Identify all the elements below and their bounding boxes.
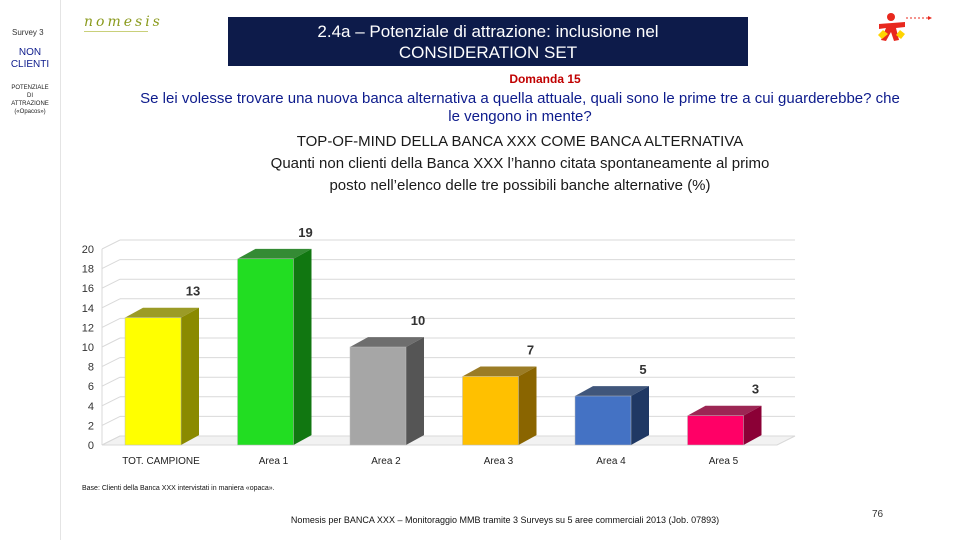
data-label: 3 xyxy=(752,382,759,397)
bar-side xyxy=(743,405,762,445)
x-tick-label: TOT. CAMPIONE xyxy=(122,456,200,467)
mascot-icon xyxy=(878,13,932,41)
bar-chart: 0 2 4 6 8 10 12 14 16 18 20 13 TOT. CAMPIONE 19 Area 1… xyxy=(82,225,796,467)
slide-title-line-1: 2.4a – Potenziale di attrazione: inclusi… xyxy=(317,22,659,41)
gridline-depth xyxy=(101,317,121,328)
logo-underline xyxy=(84,31,148,32)
bar-top xyxy=(237,248,312,259)
y-tick-label: 2 xyxy=(88,420,94,432)
base-note: Base: Clienti della Banca XXX intervista… xyxy=(82,485,275,492)
gridline-depth xyxy=(101,357,121,368)
bar-side xyxy=(406,337,424,445)
y-tick-label: 4 xyxy=(88,401,94,413)
data-label: 5 xyxy=(639,362,646,377)
bar xyxy=(124,317,182,446)
nomesis-logo: nomesis xyxy=(84,14,163,30)
y-tick-label: 18 xyxy=(82,264,94,276)
y-tick-label: 10 xyxy=(82,342,94,354)
y-tick-label: 14 xyxy=(82,303,94,315)
bar-side xyxy=(518,366,537,445)
question-text: Se lei volesse trovare una nuova banca a… xyxy=(140,90,900,125)
x-tick-label: Area 5 xyxy=(709,456,739,467)
bar xyxy=(462,376,519,446)
sidebar: Survey 3 NON CLIENTI POTENZIALE DI ATTRA… xyxy=(0,0,61,540)
slide-title-line-2: CONSIDERATION SET xyxy=(398,43,578,62)
bar-top xyxy=(575,386,649,396)
gridline-depth xyxy=(101,396,121,407)
chart-title-line-3: posto nell’elenco delle tre possibili ba… xyxy=(329,177,711,194)
x-tick-label: Area 3 xyxy=(484,456,514,467)
bar-top xyxy=(462,366,537,377)
y-tick-label: 16 xyxy=(82,283,94,295)
bar-side xyxy=(631,386,649,445)
chart-title-line-1: TOP-OF-MIND DELLA BANCA XXX COME BANCA A… xyxy=(296,133,744,150)
chart-title: TOP-OF-MIND DELLA BANCA XXX COME BANCA A… xyxy=(150,131,890,197)
page-number: 76 xyxy=(872,509,884,520)
bar xyxy=(237,258,294,446)
y-tick-label: 20 xyxy=(82,244,94,256)
y-tick-label: 6 xyxy=(88,381,94,393)
bar xyxy=(687,415,744,446)
bar-top xyxy=(350,337,424,347)
bar xyxy=(574,395,632,446)
y-tick-label: 0 xyxy=(88,440,94,452)
gridline-depth xyxy=(101,298,121,309)
bar-side xyxy=(293,248,312,445)
section-label: POTENZIALE DI ATTRAZIONE («Opacos») xyxy=(2,84,58,116)
source-footer: Nomesis per BANCA XXX – Monitoraggio MMB… xyxy=(290,515,720,525)
gridline-depth xyxy=(101,337,121,348)
data-label: 19 xyxy=(298,225,312,240)
question-number: Domanda 15 xyxy=(509,72,581,86)
survey-label: Survey 3 xyxy=(12,28,44,37)
section-line-1: POTENZIALE xyxy=(11,85,49,91)
bar xyxy=(349,346,407,446)
section-line-4: («Opacos») xyxy=(14,109,46,115)
gridline-depth xyxy=(101,239,121,250)
x-tick-label: Area 2 xyxy=(371,456,401,467)
y-tick-label: 8 xyxy=(88,362,94,374)
gridline-depth xyxy=(101,415,121,426)
segment-line-1: NON xyxy=(18,47,42,58)
segment-label: NON CLIENTI xyxy=(2,47,58,71)
data-label: 10 xyxy=(411,313,425,328)
section-line-2: DI xyxy=(27,93,33,99)
data-label: 7 xyxy=(527,343,534,358)
gridline-depth xyxy=(101,259,121,270)
segment-line-2: CLIENTI xyxy=(10,59,50,70)
section-line-3: ATTRAZIONE xyxy=(11,101,49,107)
x-tick-label: Area 1 xyxy=(259,456,289,467)
bar-top xyxy=(687,405,762,416)
slide-title: 2.4a – Potenziale di attrazione: inclusi… xyxy=(228,17,748,66)
data-label: 13 xyxy=(186,284,200,299)
chart-title-line-2: Quanti non clienti della Banca XXX l’han… xyxy=(270,155,770,172)
gridline-depth xyxy=(101,376,121,387)
bar-side xyxy=(181,307,199,445)
y-tick-label: 12 xyxy=(82,322,94,334)
bar-top xyxy=(125,307,199,318)
gridline-depth xyxy=(101,278,121,289)
x-tick-label: Area 4 xyxy=(596,456,626,467)
